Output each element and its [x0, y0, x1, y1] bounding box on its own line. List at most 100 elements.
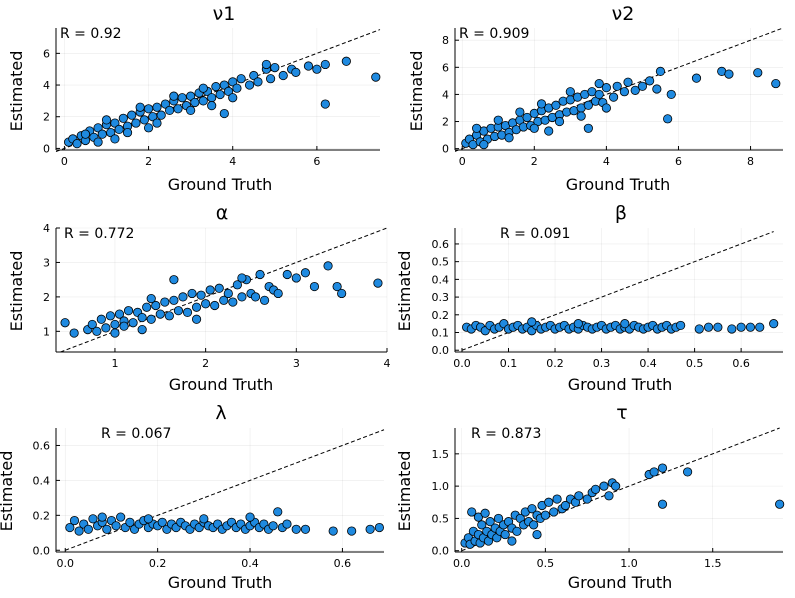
scatter-point: [270, 63, 280, 73]
scatter-point: [599, 481, 609, 491]
scatter-point: [152, 118, 162, 128]
scatter-point: [102, 524, 112, 534]
scatter-point: [244, 80, 255, 90]
scatter-point: [515, 107, 525, 117]
scatter-point: [583, 100, 593, 110]
y-tick-label: 0.0: [432, 344, 450, 357]
scatter-point: [691, 73, 702, 83]
scatter-point: [529, 123, 539, 133]
scatter-point: [146, 294, 156, 304]
y-tick-label: 2: [43, 111, 50, 124]
scatter-point: [291, 524, 301, 534]
x-tick-label: 6: [675, 155, 682, 168]
y-tick-label: 0.6: [33, 439, 51, 452]
scatter-point: [560, 500, 571, 511]
x-tick-label: 4: [603, 155, 610, 168]
y-tick-label: 2: [43, 291, 50, 304]
scatter-point: [676, 320, 686, 331]
scatter-point: [74, 526, 84, 536]
scatter-point: [110, 118, 120, 128]
x-tick-label: 0.0: [453, 357, 471, 370]
scatter-point: [724, 69, 734, 79]
panel-alpha: α Ground Truth Estimated R = 0.772 1 2 3 4 1…: [7, 202, 391, 394]
scatter-point: [201, 299, 211, 309]
panel-nu1: ν1 Ground Truth Estimated R = 0.92 0 2 4 6 0…: [7, 3, 381, 194]
identity-reference-line: [461, 427, 780, 552]
scatter-point: [69, 515, 80, 526]
y-tick-label: 0.0: [33, 544, 51, 557]
panel-title: β: [615, 202, 627, 224]
scatter-point: [232, 83, 242, 93]
scatter-point: [755, 322, 765, 332]
scatter-point: [207, 101, 217, 111]
scatter-point: [143, 514, 153, 524]
scatter-point: [663, 114, 673, 124]
scatter-point: [215, 89, 225, 100]
scatter-point: [114, 309, 125, 319]
scatter-points: [460, 463, 785, 549]
scatter-point: [87, 319, 97, 330]
scatter-point: [137, 312, 147, 323]
y-axis-label: Estimated: [0, 451, 16, 532]
scatter-point: [320, 99, 330, 109]
scatter-point: [93, 123, 103, 133]
panel-title: λ: [215, 402, 226, 424]
scatter-point: [300, 268, 310, 278]
scatter-point: [165, 105, 175, 115]
panel-title: ν1: [213, 3, 236, 25]
correlation-label: R = 0.772: [64, 226, 134, 242]
scatter-point: [169, 91, 179, 101]
scatter-point: [139, 115, 149, 125]
scatter-point: [111, 521, 121, 531]
x-axis-label: Ground Truth: [169, 375, 274, 394]
panel-title: ν2: [612, 3, 635, 25]
scatter-point: [127, 110, 137, 120]
scatter-point: [507, 536, 517, 546]
scatter-point: [214, 283, 224, 293]
scatter-point: [116, 512, 126, 522]
scatter-point: [769, 319, 779, 329]
scatter-point: [228, 297, 238, 307]
scatter-point: [156, 110, 166, 120]
y-tick-label: 0.2: [33, 509, 51, 522]
panel-title: α: [216, 202, 229, 224]
scatter-point: [544, 126, 554, 136]
scatter-point: [527, 504, 537, 514]
x-tick-label: 1.0: [620, 557, 638, 570]
scatter-point: [105, 311, 116, 321]
scatter-point: [594, 78, 604, 89]
scatter-point: [190, 97, 200, 108]
scatter-point: [683, 467, 693, 477]
y-tick-label: 0.4: [432, 273, 450, 286]
scatter-point: [472, 123, 482, 133]
gridlines: [455, 228, 783, 352]
scatter-point: [164, 311, 174, 321]
scatter-point: [552, 494, 562, 504]
scatter-point: [146, 314, 156, 324]
scatter-point: [347, 526, 357, 536]
scatter-point: [219, 80, 229, 90]
scatter-point: [152, 102, 162, 112]
scatter-point: [328, 526, 338, 536]
scatter-point: [245, 512, 255, 522]
scatter-point: [604, 491, 614, 501]
scatter-point: [182, 307, 193, 317]
y-tick-label: 0: [442, 143, 449, 156]
scatter-point: [65, 522, 75, 533]
y-tick-label: 0.5: [432, 512, 450, 525]
scatter-point: [594, 89, 604, 100]
y-axis-label: Estimated: [407, 51, 426, 132]
y-tick-label: 0.1: [432, 327, 450, 340]
scatter-point: [60, 318, 70, 328]
scatter-point: [255, 269, 265, 280]
scatter-point: [110, 319, 120, 330]
x-tick-label: 2: [202, 357, 209, 370]
x-tick-label: 0.0: [56, 557, 74, 570]
scatter-point: [173, 104, 183, 114]
scatter-point: [582, 494, 592, 504]
scatter-point: [703, 322, 714, 332]
scatter-point: [223, 288, 233, 299]
scatter-point: [72, 139, 82, 149]
y-tick-label: 2: [442, 116, 449, 129]
scatter-point: [365, 524, 375, 534]
